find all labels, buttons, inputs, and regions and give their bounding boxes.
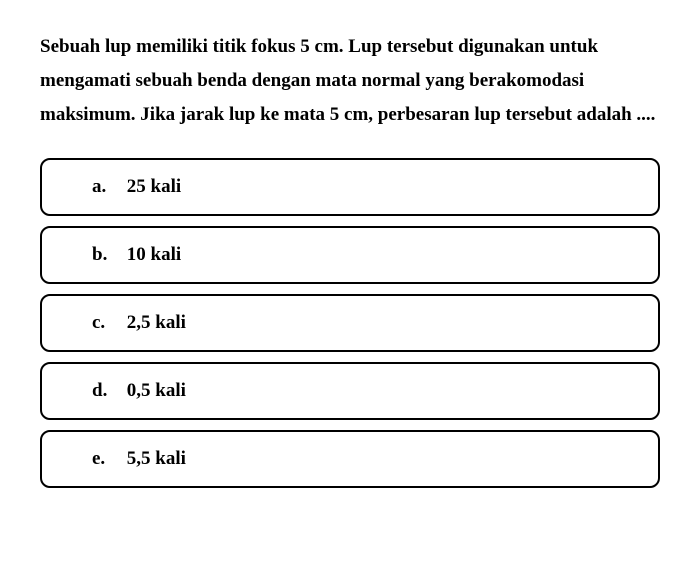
option-text: 5,5 kali: [127, 448, 186, 470]
option-a[interactable]: a. 25 kali: [40, 158, 660, 216]
option-text: 10 kali: [127, 244, 181, 266]
option-d[interactable]: d. 0,5 kali: [40, 362, 660, 420]
option-e[interactable]: e. 5,5 kali: [40, 430, 660, 488]
option-text: 0,5 kali: [127, 380, 186, 402]
options-container: a. 25 kali b. 10 kali c. 2,5 kali d. 0,5…: [40, 158, 660, 488]
option-letter: a.: [92, 176, 122, 198]
question-text: Sebuah lup memiliki titik fokus 5 cm. Lu…: [40, 30, 660, 133]
option-letter: c.: [92, 312, 122, 334]
option-letter: e.: [92, 448, 122, 470]
option-text: 25 kali: [127, 176, 181, 198]
option-letter: d.: [92, 380, 122, 402]
option-b[interactable]: b. 10 kali: [40, 226, 660, 284]
option-letter: b.: [92, 244, 122, 266]
option-c[interactable]: c. 2,5 kali: [40, 294, 660, 352]
option-text: 2,5 kali: [127, 312, 186, 334]
